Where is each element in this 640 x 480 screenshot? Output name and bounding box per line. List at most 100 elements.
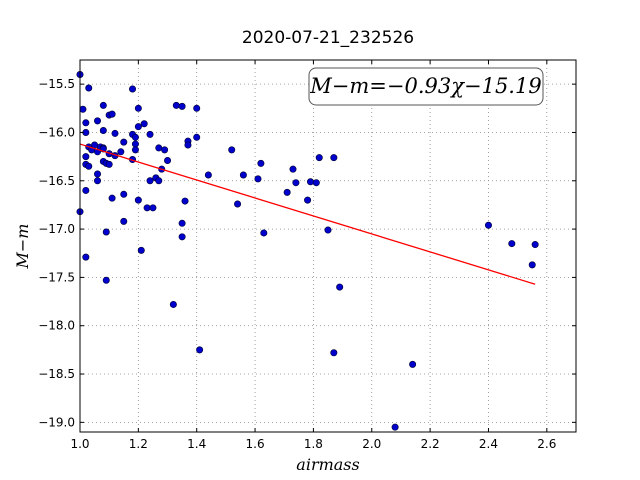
fit-annotation: M−m=−0.93χ−15.19 — [308, 67, 544, 106]
axis-ticks: 1.0 1.2 1.4 1.6 1.8 2.0 2.2 2.4 2.6 −15.5 −16.0 −16… — [38, 60, 576, 451]
x-tick-label: 1.0 — [70, 437, 89, 451]
data-point — [164, 156, 172, 164]
x-tick-label: 1.2 — [129, 437, 148, 451]
data-point — [108, 194, 116, 202]
data-point — [131, 146, 139, 154]
data-point — [204, 171, 212, 179]
data-point — [82, 153, 90, 161]
y-tick-label: −18.5 — [38, 367, 75, 381]
data-point — [146, 130, 154, 138]
data-point — [134, 196, 142, 204]
data-point — [143, 204, 151, 212]
data-point — [129, 85, 137, 93]
data-point — [184, 141, 192, 149]
y-tick-label: −16.0 — [38, 125, 75, 139]
data-point — [289, 165, 297, 173]
data-point — [193, 133, 201, 141]
annotation-box — [308, 67, 544, 106]
data-point — [108, 110, 116, 118]
data-point — [146, 177, 154, 185]
data-point — [105, 160, 113, 168]
data-point — [94, 117, 102, 125]
y-tick-label: −17.0 — [38, 222, 75, 236]
data-point — [172, 101, 180, 109]
data-point — [85, 84, 93, 92]
data-point — [140, 120, 148, 128]
data-point — [120, 217, 128, 225]
data-point — [131, 133, 139, 141]
data-point — [102, 228, 110, 236]
data-point — [94, 170, 102, 178]
data-point — [79, 105, 87, 113]
data-point — [134, 123, 142, 131]
y-tick-label: −19.0 — [38, 415, 75, 429]
data-point — [239, 171, 247, 179]
fit-line — [79, 143, 536, 285]
fit-equation: M−m=−0.93χ−15.19 — [309, 74, 541, 98]
data-point — [120, 138, 128, 146]
data-point — [137, 246, 145, 254]
data-point — [155, 177, 163, 185]
data-point — [181, 197, 189, 205]
data-point — [82, 186, 90, 194]
data-point — [196, 346, 204, 354]
data-point — [155, 144, 163, 152]
data-point — [94, 177, 102, 185]
data-point — [306, 178, 314, 186]
x-tick-label: 1.6 — [246, 437, 265, 451]
data-point — [409, 360, 417, 368]
data-point — [134, 104, 142, 112]
data-point — [324, 226, 332, 234]
data-point — [312, 179, 320, 187]
plot-frame — [79, 59, 577, 433]
data-point — [99, 101, 107, 109]
data-point — [283, 188, 291, 196]
data-point — [336, 283, 344, 291]
data-point — [531, 241, 539, 249]
data-point — [484, 221, 492, 229]
data-point — [82, 253, 90, 261]
x-tick-label: 1.4 — [187, 437, 206, 451]
data-point — [391, 423, 399, 431]
data-point — [254, 175, 262, 183]
data-point — [169, 300, 177, 308]
data-point — [117, 148, 125, 156]
data-point — [260, 229, 268, 237]
x-tick-label: 1.8 — [304, 437, 323, 451]
data-point — [131, 140, 139, 148]
data-point — [82, 119, 90, 127]
x-tick-label: 2.4 — [479, 437, 498, 451]
data-point — [178, 102, 186, 110]
x-tick-label: 2.0 — [362, 437, 381, 451]
data-point — [257, 159, 265, 167]
y-tick-label: −16.5 — [38, 174, 75, 188]
data-point — [102, 276, 110, 284]
data-point — [330, 154, 338, 162]
data-point — [234, 200, 242, 208]
data-point — [528, 261, 536, 269]
data-point — [304, 196, 312, 204]
data-point — [149, 204, 157, 212]
data-point — [178, 233, 186, 241]
y-tick-label: −18.0 — [38, 319, 75, 333]
data-point — [193, 104, 201, 112]
data-point — [330, 349, 338, 357]
data-point — [228, 146, 236, 154]
x-tick-label: 2.2 — [421, 437, 440, 451]
data-point — [508, 240, 516, 248]
data-point — [120, 190, 128, 198]
data-point — [315, 154, 323, 162]
y-tick-label: −17.5 — [38, 270, 75, 284]
data-point — [85, 162, 93, 170]
chart-title: 2020-07-21_232526 — [242, 28, 414, 48]
plot-area — [76, 70, 539, 431]
data-point — [111, 129, 119, 137]
y-tick-label: −15.5 — [38, 77, 75, 91]
data-point — [178, 219, 186, 227]
y-axis-label: M−m — [13, 224, 32, 270]
x-tick-label: 2.6 — [537, 437, 556, 451]
data-point — [161, 146, 169, 154]
data-point — [292, 179, 300, 187]
data-point — [99, 127, 107, 135]
